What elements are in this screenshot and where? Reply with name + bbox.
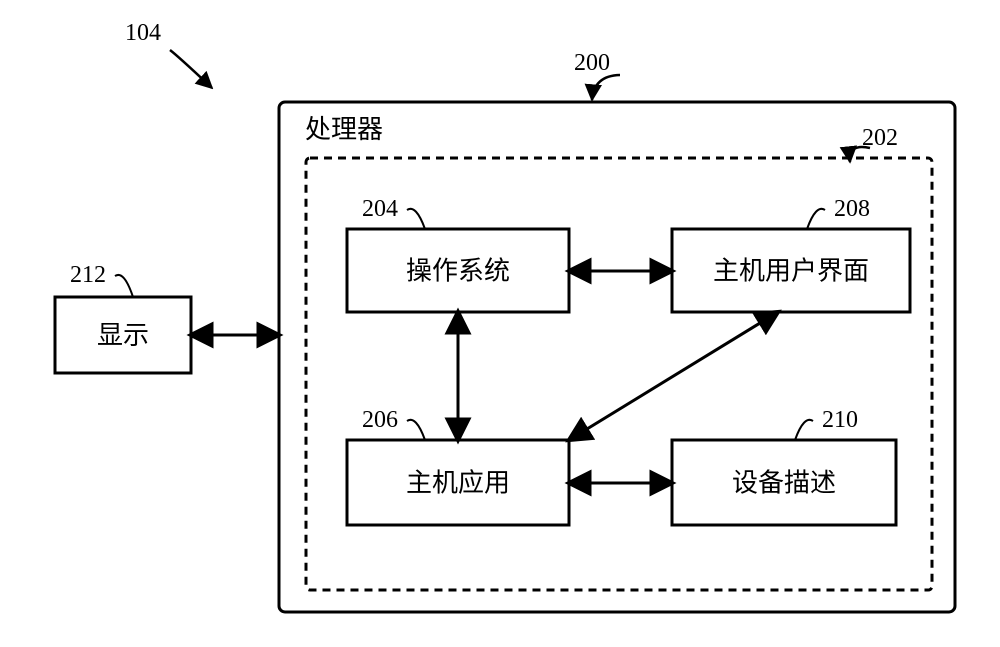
leader-210 [795, 420, 813, 440]
callout-arrow-200 [592, 75, 620, 100]
node-label-app: 主机应用 [406, 469, 510, 498]
ref-204: 204 [362, 196, 398, 222]
node-label-os: 操作系统 [406, 257, 510, 286]
ref-208: 208 [834, 196, 870, 222]
edge-app-ui [569, 312, 778, 440]
leader-206 [407, 420, 425, 440]
block-diagram: 处理器200202显示212操作系统204主机用户界面208主机应用206设备描… [0, 0, 1000, 647]
leader-204 [407, 209, 425, 229]
ref-212: 212 [70, 262, 106, 288]
processor-title: 处理器 [305, 115, 383, 144]
callout-arrow-104 [170, 50, 212, 88]
ref-210: 210 [822, 407, 858, 433]
ref-200: 200 [574, 50, 610, 76]
node-label-dd: 设备描述 [732, 469, 836, 498]
ref-206: 206 [362, 407, 398, 433]
ref-104: 104 [125, 20, 161, 46]
processor-container [279, 102, 955, 612]
leader-208 [807, 209, 825, 229]
node-label-ui: 主机用户界面 [713, 257, 869, 286]
node-label-display: 显示 [97, 321, 149, 350]
leader-212 [115, 275, 133, 297]
